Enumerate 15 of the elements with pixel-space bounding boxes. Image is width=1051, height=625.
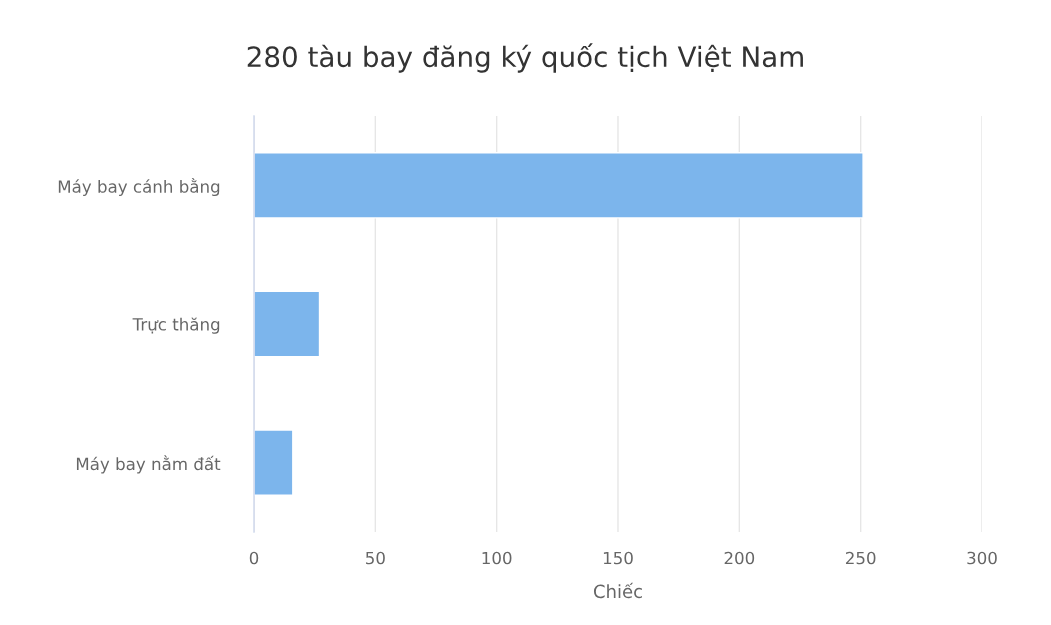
y-tick-label: Trực thăng xyxy=(132,317,220,334)
x-axis-title: Chiếc xyxy=(593,582,642,599)
x-tick-label: 150 xyxy=(603,551,633,565)
bar xyxy=(254,429,294,496)
bar xyxy=(254,290,321,358)
y-tick-label: Máy bay nằm đất xyxy=(76,455,221,474)
x-tick-label: 200 xyxy=(724,551,755,565)
chart-title: 280 tàu bay đăng ký quốc tịch Việt Nam xyxy=(247,43,803,73)
x-tick-label: 50 xyxy=(366,551,385,565)
x-tick-label: 0 xyxy=(249,551,259,565)
y-tick-label: Máy bay cánh bằng xyxy=(58,178,220,197)
x-tick-label: 250 xyxy=(845,551,876,565)
x-tick-label: 100 xyxy=(482,551,512,565)
bar xyxy=(254,152,864,219)
x-tick-label: 300 xyxy=(967,551,997,565)
